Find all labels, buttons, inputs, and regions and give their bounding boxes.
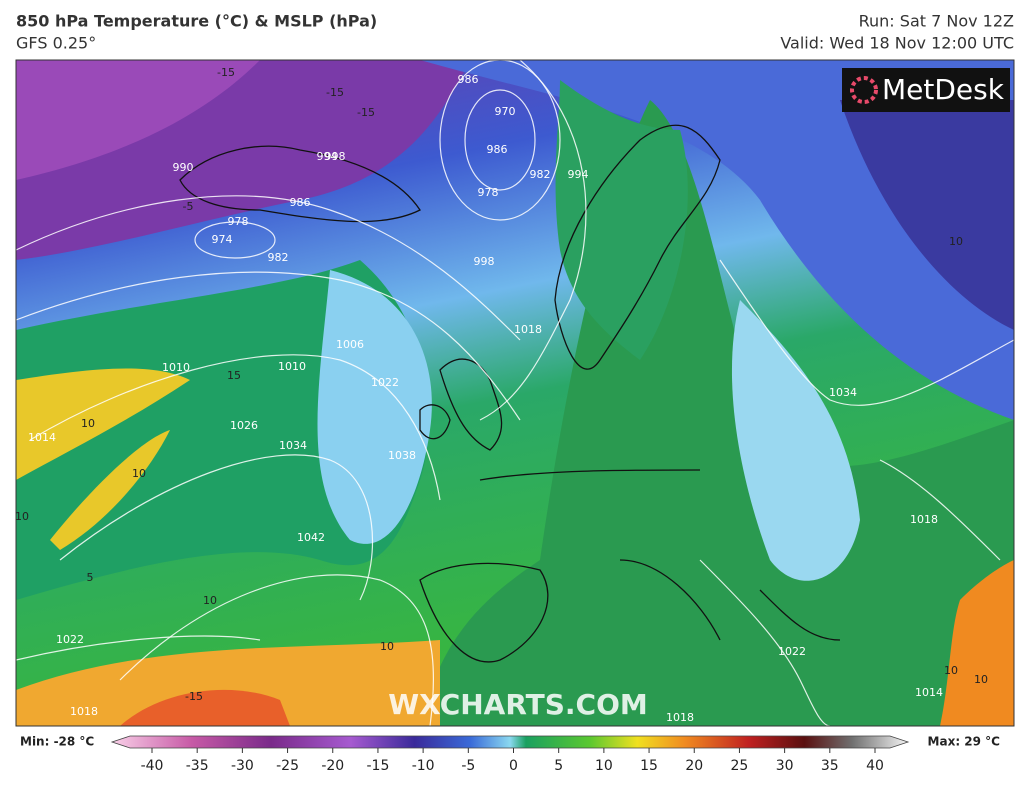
isobar-label: 978 [228,215,249,228]
run-time: Run: Sat 7 Nov 12Z [859,12,1014,31]
temperature-label: 10 [944,664,958,677]
title: 850 hPa Temperature (°C) & MSLP (hPa) [16,12,377,31]
colorbar-tick-label: 10 [595,758,613,774]
isobar-label: 1034 [829,386,857,399]
colorbar-tick-label: 15 [640,758,658,774]
valid-time: Valid: Wed 18 Nov 12:00 UTC [780,34,1014,53]
isobar-label: 970 [495,105,516,118]
isobar-label: 1014 [915,686,943,699]
colorbar-tick-label: 20 [685,758,703,774]
isobar-label: 990 [173,161,194,174]
temperature-label: 15 [227,369,241,382]
temperature-label: -15 [217,66,235,79]
colorbar-ticks: -40 -35 -30 -25 -20 -15 -10 -5 0 5 10 15 20 25 30 35 40 [141,748,884,774]
colorbar-tick-label: -35 [186,758,209,774]
colorbar-tick-label: -25 [276,758,299,774]
isobar-label: 986 [290,196,311,209]
subtitle: GFS 0.25° [16,34,96,53]
colorbar-tick-label: -5 [461,758,475,774]
colorbar-tick-label: 25 [731,758,749,774]
isobar-label: 1018 [666,711,694,724]
isobar-label: 1022 [778,645,806,658]
isobar-label: 994 [317,150,338,163]
max-label: Max: 29 °C [928,735,1001,749]
isobar-label: 998 [325,150,346,163]
temperature-label: -15 [185,690,203,703]
isobar-label: 986 [458,73,479,86]
isobar-label: 1010 [162,361,190,374]
temperature-label: 5 [87,571,94,584]
temperature-label: 10 [949,235,963,248]
isobar-label: 1006 [336,338,364,351]
colorbar [110,735,910,749]
colorbar-tick-label: 35 [821,758,839,774]
colorbar-tick-label: 30 [776,758,794,774]
isobar-label: 1018 [514,323,542,336]
isobar-label: 986 [487,143,508,156]
temperature-label: 10 [203,594,217,607]
colorbar-tick-label: -40 [141,758,164,774]
watermark: WXCHARTS.COM [388,688,648,721]
map-labels: 9709869829789749789829869909949989869949… [15,66,988,724]
min-label: Min: -28 °C [20,735,94,749]
isobar-label: 982 [530,168,551,181]
isobar-label: 1010 [278,360,306,373]
temperature-label: 10 [380,640,394,653]
isobar-label: 1042 [297,531,325,544]
isobar-label: 974 [212,233,233,246]
isobar-label: 998 [474,255,495,268]
temperature-label: -5 [183,200,194,213]
map [16,60,1014,726]
isobar-label: 1022 [56,633,84,646]
temperature-label: 10 [132,467,146,480]
isobar-label: 1038 [388,449,416,462]
isobar-label: 982 [268,251,289,264]
colorbar-tick-label: -10 [412,758,435,774]
isobar-label: 1022 [371,376,399,389]
logo: MetDesk [842,68,1010,112]
logo-text: MetDesk [882,73,1005,106]
colorbar-tick-label: 5 [554,758,563,774]
isobar-label: 1014 [28,431,56,444]
colorbar-tick-label: 40 [866,758,884,774]
isobar-label: 1018 [910,513,938,526]
colorbar-tick-label: -15 [367,758,390,774]
colorbar-tick-label: -30 [231,758,254,774]
colorbar-tick-label: 0 [509,758,518,774]
temperature-label: -15 [326,86,344,99]
temperature-label: 10 [974,673,988,686]
isobar-label: 1026 [230,419,258,432]
isobar-label: 978 [478,186,499,199]
isobar-label: 1018 [70,705,98,718]
temperature-label: 10 [81,417,95,430]
temperature-label: 10 [15,510,29,523]
isobar-label: 994 [568,168,589,181]
temperature-label: -15 [357,106,375,119]
colorbar-tick-label: -20 [321,758,344,774]
isobar-label: 1034 [279,439,307,452]
